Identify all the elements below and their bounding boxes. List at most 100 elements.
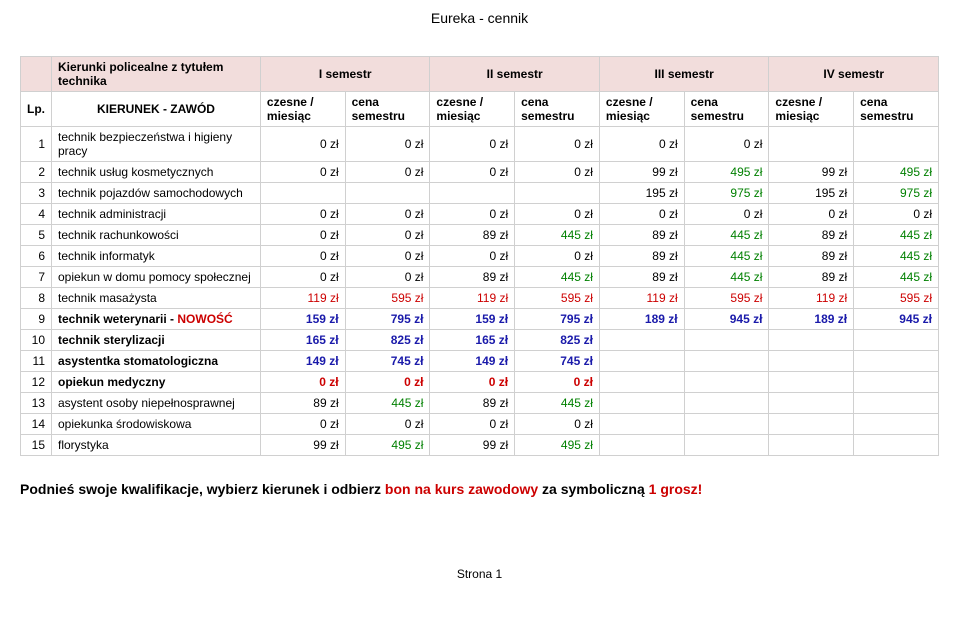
cell-value: 445 zł bbox=[684, 225, 769, 246]
cell-value: 0 zł bbox=[515, 204, 600, 225]
cell-value: 0 zł bbox=[430, 162, 515, 183]
page-number: Strona 1 bbox=[20, 567, 939, 581]
cell-value: 99 zł bbox=[260, 435, 345, 456]
cell-value: 0 zł bbox=[345, 204, 430, 225]
cell-value: 189 zł bbox=[599, 309, 684, 330]
cell-value: 0 zł bbox=[345, 267, 430, 288]
pricing-table: Kierunki policealne z tytułem technika I… bbox=[20, 56, 939, 456]
cell-value: 119 zł bbox=[260, 288, 345, 309]
row-lp: 2 bbox=[21, 162, 52, 183]
row-name-base: technik weterynarii - bbox=[58, 312, 177, 326]
cell-value bbox=[430, 183, 515, 204]
semester-2-header: II semestr bbox=[430, 57, 600, 92]
table-row: 9technik weterynarii - NOWOŚĆ159 zł795 z… bbox=[21, 309, 939, 330]
cell-value: 0 zł bbox=[345, 162, 430, 183]
row-lp: 14 bbox=[21, 414, 52, 435]
cell-value: 0 zł bbox=[260, 372, 345, 393]
category-title: Kierunki policealne z tytułem technika bbox=[52, 57, 261, 92]
cell-value bbox=[769, 393, 854, 414]
cell-value: 595 zł bbox=[854, 288, 939, 309]
cell-value: 0 zł bbox=[599, 127, 684, 162]
cell-value bbox=[260, 183, 345, 204]
cell-value: 825 zł bbox=[515, 330, 600, 351]
row-name: technik usług kosmetycznych bbox=[52, 162, 261, 183]
cell-value: 195 zł bbox=[599, 183, 684, 204]
cell-value: 0 zł bbox=[345, 225, 430, 246]
cell-value: 945 zł bbox=[854, 309, 939, 330]
cell-value: 445 zł bbox=[854, 246, 939, 267]
table-row: 1technik bezpieczeństwa i higieny pracy0… bbox=[21, 127, 939, 162]
cell-value: 159 zł bbox=[430, 309, 515, 330]
row-name: technik administracji bbox=[52, 204, 261, 225]
col-cena-2: cena semestru bbox=[515, 92, 600, 127]
cell-value bbox=[684, 414, 769, 435]
cell-value: 0 zł bbox=[515, 162, 600, 183]
row-lp: 4 bbox=[21, 204, 52, 225]
col-cena-4: cena semestru bbox=[854, 92, 939, 127]
row-lp: 11 bbox=[21, 351, 52, 372]
cell-value bbox=[769, 414, 854, 435]
cell-value: 149 zł bbox=[260, 351, 345, 372]
cell-value: 165 zł bbox=[260, 330, 345, 351]
row-name: opiekun w domu pomocy społecznej bbox=[52, 267, 261, 288]
row-name: asystentka stomatologiczna bbox=[52, 351, 261, 372]
col-czesne-1: czesne / miesiąc bbox=[260, 92, 345, 127]
table-row: 14opiekunka środowiskowa0 zł0 zł0 zł0 zł bbox=[21, 414, 939, 435]
cell-value: 495 zł bbox=[854, 162, 939, 183]
row-lp: 10 bbox=[21, 330, 52, 351]
row-name: technik sterylizacji bbox=[52, 330, 261, 351]
footer-part1: Podnieś swoje kwalifikacje, wybierz kier… bbox=[20, 481, 385, 497]
cell-value: 0 zł bbox=[515, 127, 600, 162]
cell-value: 0 zł bbox=[515, 372, 600, 393]
col-name-header: KIERUNEK - ZAWÓD bbox=[52, 92, 261, 127]
cell-value bbox=[599, 372, 684, 393]
cell-value bbox=[599, 351, 684, 372]
cell-value: 89 zł bbox=[430, 393, 515, 414]
cell-value: 595 zł bbox=[345, 288, 430, 309]
cell-value: 89 zł bbox=[599, 267, 684, 288]
semester-4-header: IV semestr bbox=[769, 57, 939, 92]
cell-value bbox=[599, 414, 684, 435]
cell-value bbox=[854, 414, 939, 435]
row-name: opiekunka środowiskowa bbox=[52, 414, 261, 435]
page-title: Eureka - cennik bbox=[20, 10, 939, 26]
cell-value: 0 zł bbox=[260, 127, 345, 162]
table-row: 13asystent osoby niepełnosprawnej89 zł44… bbox=[21, 393, 939, 414]
cell-value: 445 zł bbox=[684, 267, 769, 288]
cell-value: 0 zł bbox=[684, 204, 769, 225]
cell-value: 0 zł bbox=[345, 372, 430, 393]
cell-value: 0 zł bbox=[430, 127, 515, 162]
cell-value: 495 zł bbox=[515, 435, 600, 456]
cell-value: 975 zł bbox=[854, 183, 939, 204]
cell-value: 99 zł bbox=[769, 162, 854, 183]
row-lp: 1 bbox=[21, 127, 52, 162]
table-row: 5technik rachunkowości0 zł0 zł89 zł445 z… bbox=[21, 225, 939, 246]
cell-value: 595 zł bbox=[684, 288, 769, 309]
cell-value: 0 zł bbox=[430, 204, 515, 225]
row-lp: 9 bbox=[21, 309, 52, 330]
column-header-row: Lp. KIERUNEK - ZAWÓD czesne / miesiąc ce… bbox=[21, 92, 939, 127]
cell-value: 119 zł bbox=[430, 288, 515, 309]
cell-value: 495 zł bbox=[345, 435, 430, 456]
cell-value: 0 zł bbox=[260, 246, 345, 267]
row-lp: 6 bbox=[21, 246, 52, 267]
cell-value: 159 zł bbox=[260, 309, 345, 330]
cell-value: 119 zł bbox=[599, 288, 684, 309]
cell-value bbox=[684, 351, 769, 372]
cell-value: 0 zł bbox=[515, 414, 600, 435]
cell-value bbox=[684, 393, 769, 414]
cell-value: 0 zł bbox=[260, 414, 345, 435]
cell-value bbox=[854, 435, 939, 456]
cell-value bbox=[854, 351, 939, 372]
footer-part4: 1 grosz! bbox=[649, 481, 703, 497]
table-row: 10technik sterylizacji165 zł825 zł165 zł… bbox=[21, 330, 939, 351]
row-lp: 3 bbox=[21, 183, 52, 204]
cell-value: 89 zł bbox=[430, 225, 515, 246]
cell-value bbox=[854, 330, 939, 351]
table-row: 11asystentka stomatologiczna149 zł745 zł… bbox=[21, 351, 939, 372]
row-name: opiekun medyczny bbox=[52, 372, 261, 393]
table-row: 7opiekun w domu pomocy społecznej0 zł0 z… bbox=[21, 267, 939, 288]
table-row: 3technik pojazdów samochodowych195 zł975… bbox=[21, 183, 939, 204]
cell-value bbox=[769, 372, 854, 393]
cell-value bbox=[769, 127, 854, 162]
